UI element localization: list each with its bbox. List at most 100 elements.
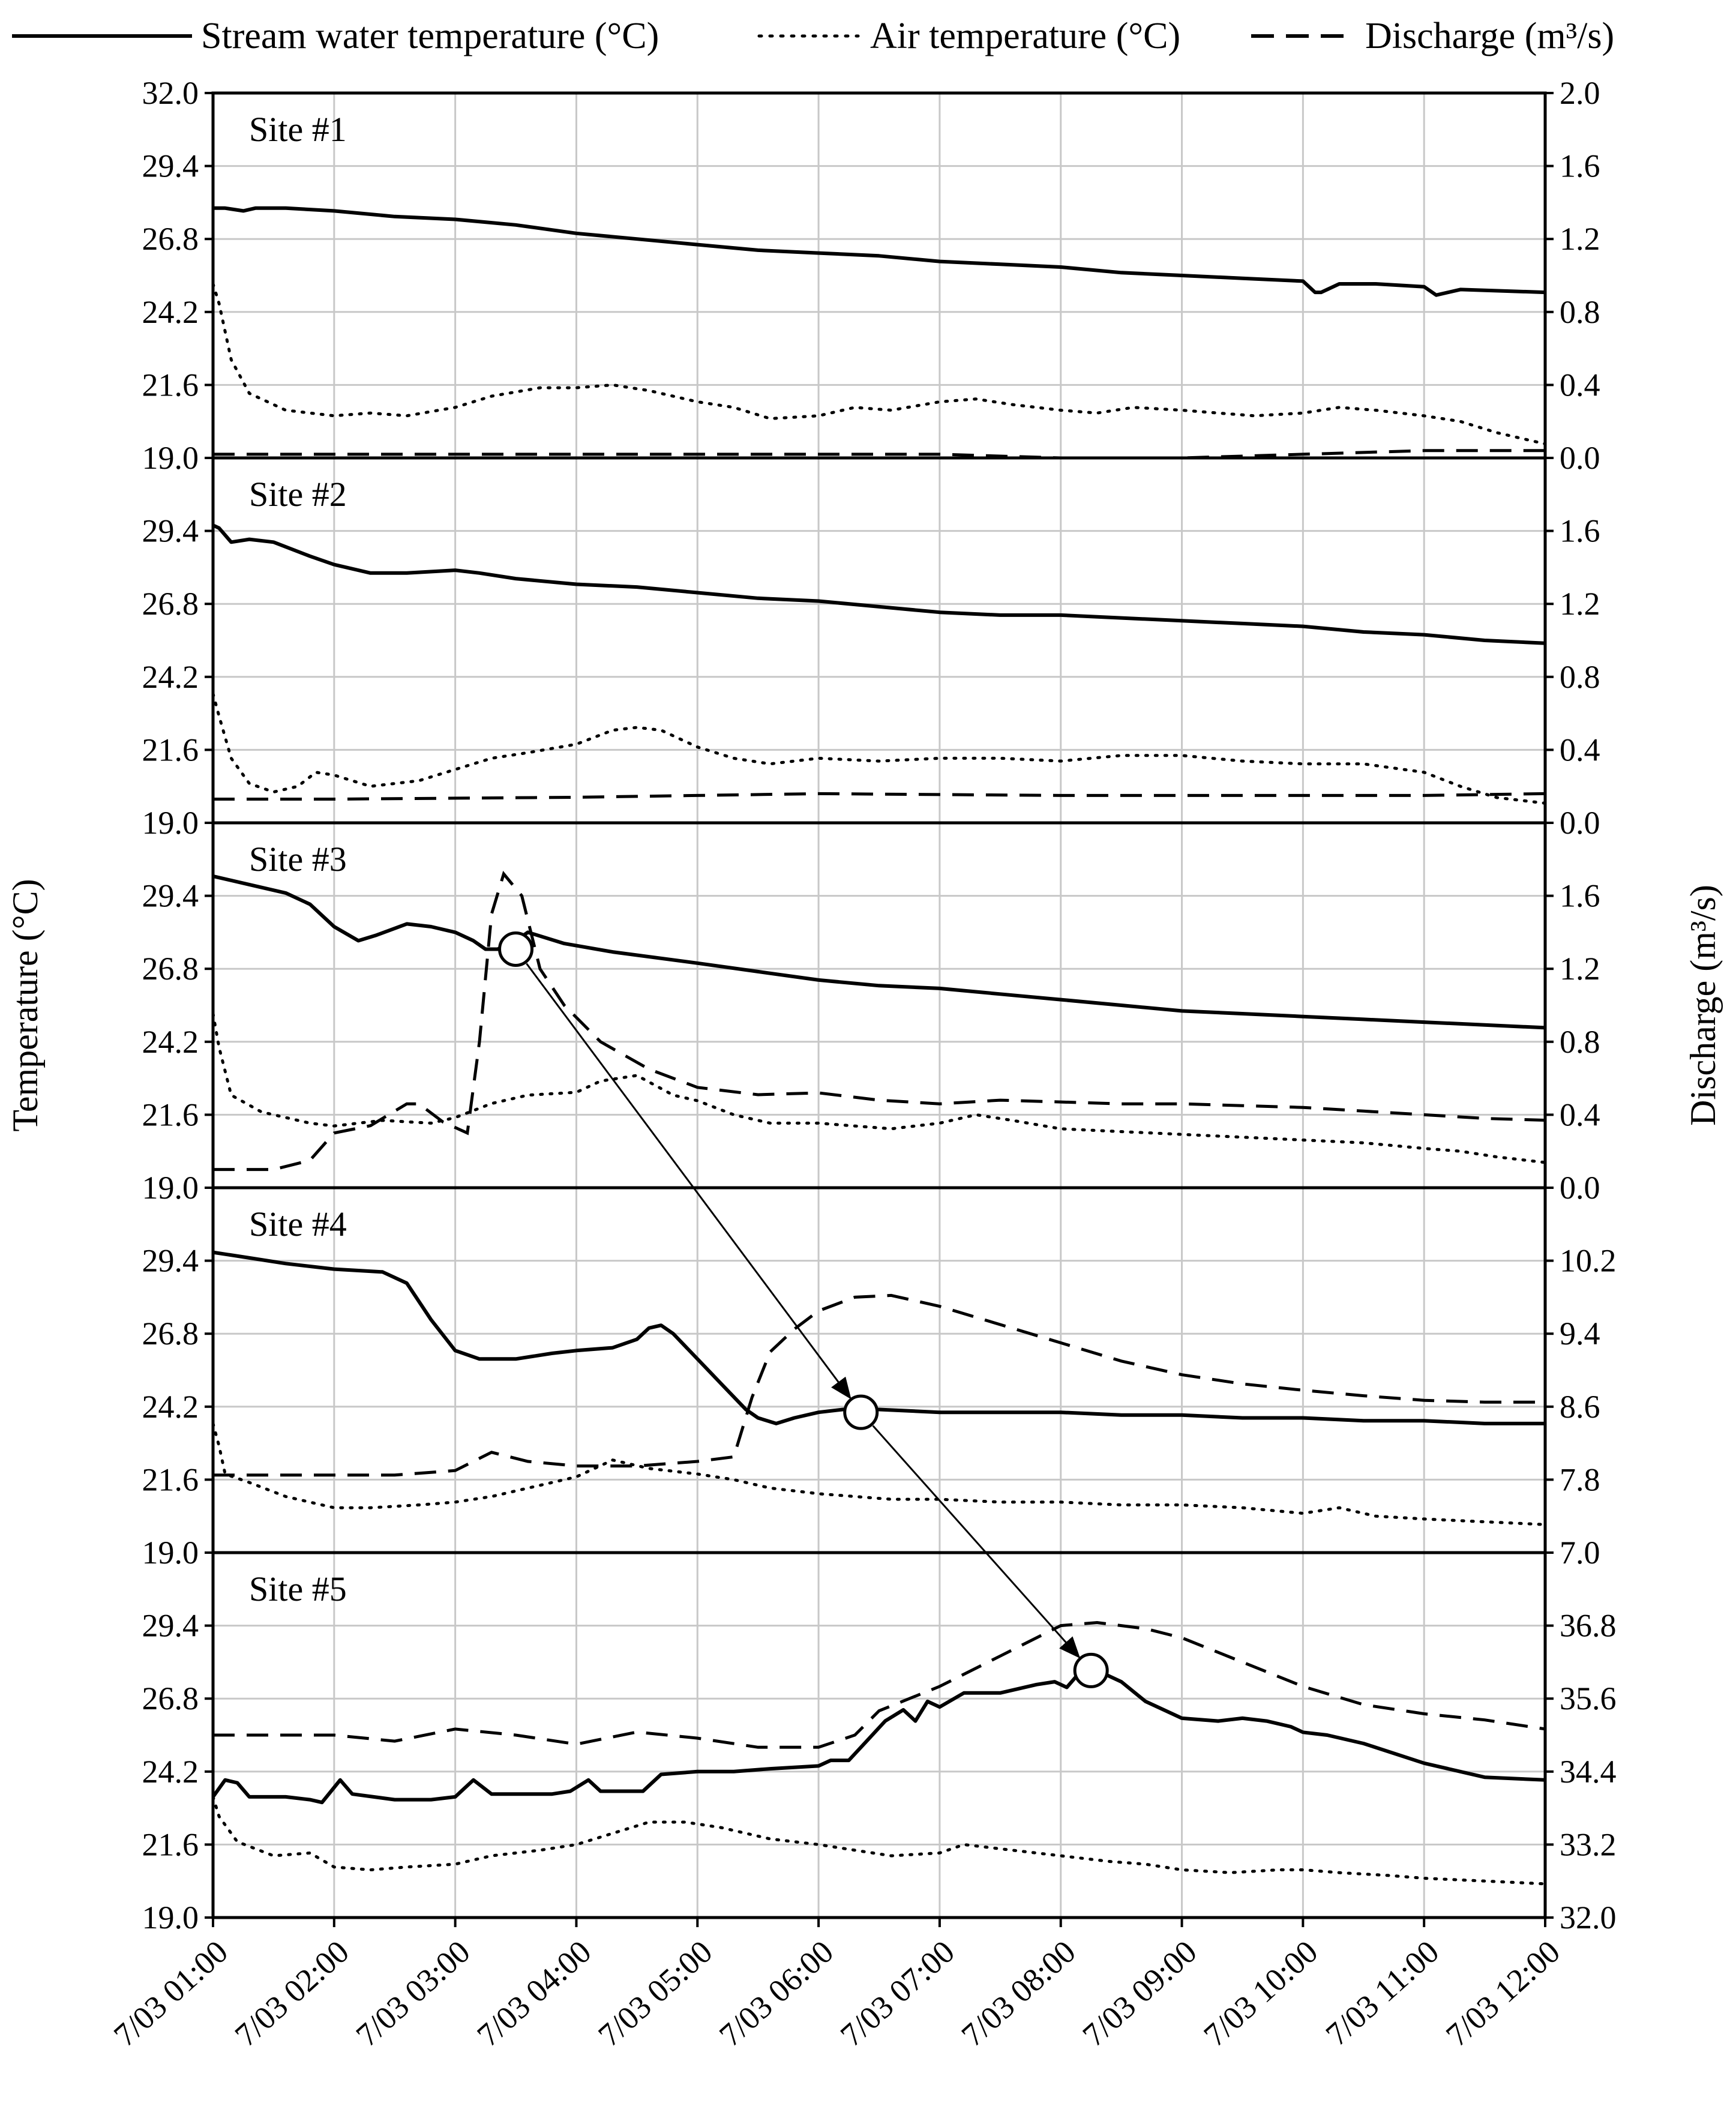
x-tick-label: 7/03 01:00 <box>107 1933 235 2053</box>
left-tick-label: 26.8 <box>142 586 199 622</box>
y-axis-title-left: Temperature (°C) <box>5 879 45 1131</box>
left-tick-label: 26.8 <box>142 221 199 257</box>
x-tick-label: 7/03 10:00 <box>1197 1933 1324 2053</box>
x-tick-label: 7/03 11:00 <box>1319 1933 1446 2053</box>
panels: 32.0 29.4 26.8 24.2 21.6 19.0 2.0 1.6 1.2 0.8 0.4 0… <box>142 75 1617 1936</box>
right-tick-label: 32.0 <box>1560 1900 1617 1936</box>
x-tick-label: 7/03 08:00 <box>955 1933 1083 2053</box>
right-tick-label: 1.6 <box>1560 148 1600 184</box>
left-tick-label: 24.2 <box>142 1024 199 1060</box>
legend: Stream water temperature (°C) Air temper… <box>12 16 1614 56</box>
series-stream-water-temperature <box>211 1668 1546 1805</box>
series-air-temperature <box>211 282 1547 446</box>
series-discharge <box>213 1620 1546 1749</box>
right-tick-label: 1.6 <box>1560 878 1600 914</box>
annotations <box>498 931 1109 1688</box>
annotation-circle <box>843 1394 879 1430</box>
legend-label-discharge: Discharge (m³/s) <box>1365 16 1614 56</box>
left-tick-label: 19.0 <box>142 1900 199 1936</box>
right-tick-label: 0.0 <box>1560 805 1600 841</box>
panel-site-4: 29.4 26.8 24.2 21.6 19.0 10.2 9.4 8.6 7.8 7.0 Site… <box>142 1186 1617 1571</box>
right-tick-label: 2.0 <box>1560 75 1600 111</box>
left-tick-label: 26.8 <box>142 1680 199 1716</box>
left-tick-label: 21.6 <box>142 1461 199 1497</box>
panel-site-3: 29.4 26.8 24.2 21.6 19.0 1.6 1.2 0.8 0.4 0.0 Site … <box>142 821 1600 1206</box>
x-tick-label: 7/03 04:00 <box>470 1933 598 2053</box>
series-stream-water-temperature <box>212 874 1546 1030</box>
panel-frame <box>211 456 1547 825</box>
right-tick-label: 8.6 <box>1560 1389 1600 1425</box>
right-tick-label: 9.4 <box>1560 1316 1600 1352</box>
x-tick-label: 7/03 09:00 <box>1076 1933 1204 2053</box>
series-discharge <box>213 792 1546 801</box>
left-tick-label: 26.8 <box>142 951 199 987</box>
left-tick-label: 29.4 <box>142 1243 199 1279</box>
panel-site-5: 29.4 26.8 24.2 21.6 19.0 36.8 35.6 34.4 33.2 32.0… <box>142 1551 1617 1936</box>
panel-label: Site #1 <box>249 110 347 149</box>
series-air-temperature <box>211 1012 1547 1164</box>
left-tick-label: 29.4 <box>142 1608 199 1644</box>
left-tick-label: 21.6 <box>142 367 199 403</box>
right-tick-label: 0.8 <box>1560 659 1600 695</box>
x-tick-label: 7/03 05:00 <box>591 1933 719 2053</box>
right-tick-label: 0.0 <box>1560 440 1600 476</box>
panel-site-2: 29.4 26.8 24.2 21.6 19.0 1.6 1.2 0.8 0.4 0.0 Site … <box>142 456 1600 841</box>
right-tick-label: 0.0 <box>1560 1170 1600 1206</box>
right-tick-label: 1.2 <box>1560 586 1600 622</box>
left-tick-label: 24.2 <box>142 659 199 695</box>
left-tick-label: 24.2 <box>142 1754 199 1790</box>
series-discharge <box>213 1293 1545 1477</box>
x-axis: 7/03 01:007/03 02:007/03 03:007/03 04:00… <box>107 1918 1567 2054</box>
x-tick-label: 7/03 03:00 <box>349 1933 477 2053</box>
right-tick-label: 33.2 <box>1560 1826 1617 1862</box>
left-tick-label: 21.6 <box>142 732 199 768</box>
panel-label: Site #3 <box>249 840 347 879</box>
left-tick-label: 29.4 <box>142 878 199 914</box>
series-discharge <box>213 870 1546 1172</box>
series-air-temperature <box>211 692 1547 805</box>
annotation-circle <box>1073 1652 1109 1688</box>
right-tick-label: 7.8 <box>1560 1461 1600 1497</box>
left-tick-label: 19.0 <box>142 440 199 476</box>
panel-site-1: 32.0 29.4 26.8 24.2 21.6 19.0 2.0 1.6 1.2 0.8 0.4 0… <box>142 75 1600 476</box>
right-tick-label: 34.4 <box>1560 1754 1617 1790</box>
series-air-temperature <box>211 1795 1547 1886</box>
left-tick-label: 32.0 <box>142 75 199 111</box>
x-tick-label: 7/03 06:00 <box>712 1933 840 2053</box>
left-tick-label: 21.6 <box>142 1826 199 1862</box>
right-tick-label: 7.0 <box>1560 1535 1600 1571</box>
right-tick-label: 1.6 <box>1560 513 1600 549</box>
x-tick-label: 7/03 12:00 <box>1439 1933 1567 2053</box>
right-tick-label: 10.2 <box>1560 1243 1617 1279</box>
right-tick-label: 1.2 <box>1560 221 1600 257</box>
right-tick-label: 0.4 <box>1560 1097 1600 1133</box>
left-tick-label: 29.4 <box>142 148 199 184</box>
right-tick-label: 0.4 <box>1560 367 1600 403</box>
left-tick-label: 29.4 <box>142 513 199 549</box>
legend-label-air: Air temperature (°C) <box>870 16 1180 56</box>
left-tick-label: 26.8 <box>142 1316 199 1352</box>
panel-frame <box>211 821 1547 1190</box>
x-tick-label: 7/03 02:00 <box>228 1933 356 2053</box>
left-tick-label: 19.0 <box>142 1535 199 1571</box>
panel-frame <box>211 91 1547 460</box>
panel-label: Site #2 <box>249 475 347 514</box>
series-stream-water-temperature <box>212 523 1546 645</box>
right-tick-label: 1.2 <box>1560 951 1600 987</box>
annotation-arrow <box>526 963 851 1400</box>
series-air-temperature <box>211 1422 1547 1526</box>
x-tick-label: 7/03 07:00 <box>833 1933 961 2053</box>
annotation-arrow <box>872 1425 1081 1659</box>
left-tick-label: 21.6 <box>142 1097 199 1133</box>
right-tick-label: 36.8 <box>1560 1608 1617 1644</box>
y-axis-title-right: Discharge (m³/s) <box>1683 885 1723 1126</box>
left-tick-label: 19.0 <box>142 1170 199 1206</box>
left-tick-label: 24.2 <box>142 1389 199 1425</box>
series-stream-water-temperature <box>213 206 1546 297</box>
left-tick-label: 19.0 <box>142 805 199 841</box>
left-tick-label: 24.2 <box>142 294 199 330</box>
right-tick-label: 0.8 <box>1560 1024 1600 1060</box>
panel-frame <box>211 1551 1547 1919</box>
series-stream-water-temperature <box>212 1250 1545 1425</box>
